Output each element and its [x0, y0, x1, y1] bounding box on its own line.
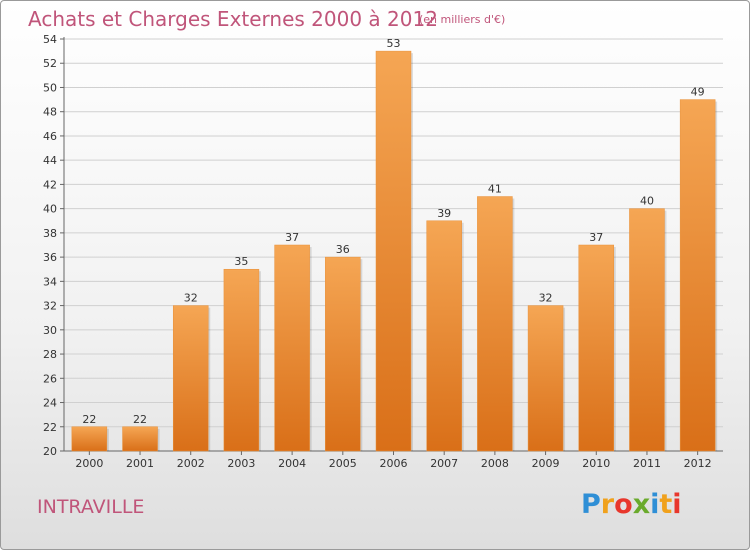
bar-2008 [477, 196, 513, 452]
bar-2010 [578, 244, 615, 452]
bar-2011 [629, 208, 665, 452]
y-tick-label: 24 [43, 397, 57, 410]
y-tick-label: 44 [43, 154, 57, 167]
bar-2004 [274, 244, 310, 452]
data-label: 32 [539, 292, 553, 305]
y-tick-label: 28 [43, 348, 57, 361]
chart-title: Achats et Charges Externes 2000 à 2012 [28, 7, 438, 31]
commune-name: INTRAVILLE [37, 496, 145, 518]
bar-2003 [223, 268, 260, 452]
x-tick-label: 2000 [75, 457, 103, 470]
y-tick-label: 38 [43, 227, 57, 240]
chart-subtitle: (en milliers d'€) [419, 13, 506, 26]
data-label: 39 [437, 207, 451, 220]
bar-2005 [325, 256, 361, 452]
bars [71, 50, 718, 452]
y-tick-label: 54 [43, 33, 57, 46]
y-tick-label: 42 [43, 178, 57, 191]
x-tick-label: 2006 [380, 457, 408, 470]
logo-letter: t [659, 489, 673, 520]
logo-letter: x [632, 489, 651, 520]
y-tick-label: 50 [43, 81, 57, 94]
y-tick-label: 46 [43, 130, 57, 143]
labels: 20 22 24 26 28 30 32 34 36 38 40 42 44 46 48 50 52 54 22 20… [43, 33, 712, 470]
logo-letter: o [614, 489, 633, 520]
x-tick-label: 2002 [177, 457, 205, 470]
bar-2009 [527, 305, 564, 452]
bar-2007 [426, 220, 462, 452]
data-label: 22 [82, 413, 96, 426]
x-tick-label: 2008 [481, 457, 509, 470]
bar-2000 [71, 426, 108, 452]
x-tick-label: 2007 [430, 457, 458, 470]
x-tick-label: 2005 [329, 457, 357, 470]
y-tick-label: 34 [43, 275, 57, 288]
y-tick-label: 26 [43, 372, 57, 385]
data-label: 40 [640, 195, 654, 208]
data-label: 49 [691, 86, 705, 99]
x-tick-label: 2004 [278, 457, 306, 470]
data-label: 37 [589, 231, 603, 244]
y-tick-label: 52 [43, 57, 57, 70]
y-tick-label: 48 [43, 106, 57, 119]
y-tick-label: 22 [43, 421, 57, 434]
logo-letter: i [672, 489, 682, 520]
proxiti-logo: Proxiti [581, 489, 682, 520]
bar-2002 [172, 305, 209, 452]
y-tick-label: 30 [43, 324, 57, 337]
bar-2001 [122, 426, 158, 452]
data-label: 37 [285, 231, 299, 244]
y-tick-label: 20 [43, 445, 57, 458]
data-label: 41 [488, 183, 502, 196]
logo-letter: i [650, 489, 660, 520]
x-tick-label: 2010 [582, 457, 610, 470]
x-tick-label: 2012 [684, 457, 712, 470]
y-tick-label: 36 [43, 251, 57, 264]
x-tick-label: 2003 [227, 457, 255, 470]
data-label: 35 [234, 255, 248, 268]
data-label: 36 [336, 243, 350, 256]
y-tick-label: 32 [43, 300, 57, 313]
logo-letter: r [600, 489, 615, 520]
data-label: 22 [133, 413, 147, 426]
y-tick-label: 40 [43, 203, 57, 216]
x-tick-label: 2009 [532, 457, 560, 470]
logo-letter: P [581, 489, 601, 520]
x-tick-label: 2001 [126, 457, 154, 470]
data-label: 32 [184, 292, 198, 305]
bar-2006 [375, 50, 412, 452]
x-tick-label: 2011 [633, 457, 661, 470]
data-label: 53 [387, 37, 401, 50]
bar-2012 [679, 99, 716, 452]
